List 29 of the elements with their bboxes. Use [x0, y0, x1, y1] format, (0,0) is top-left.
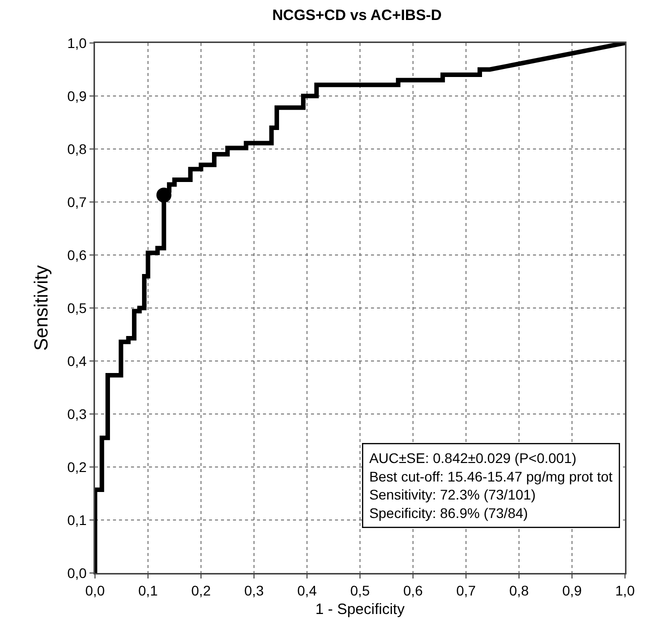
annotation: Sensitivity: 72.3% (73/101)	[369, 486, 536, 503]
annotation: Best cut-off: 15.46-15.47 pg/mg prot tot	[369, 468, 613, 484]
y-tick-label: 0,1	[67, 512, 87, 528]
y-tick-label: 0,6	[67, 246, 87, 263]
chart-title: NCGS+CD vs AC+IBS-D	[272, 6, 442, 24]
x-tick-label: 0,6	[403, 582, 423, 598]
y-tick-label: 0,4	[67, 352, 87, 369]
y-tick-label: 0,9	[67, 88, 87, 104]
x-tick-label: 1,0	[615, 582, 635, 598]
y-axis-title: Sensitivity	[31, 264, 52, 351]
x-tick-label: 0,8	[509, 582, 529, 598]
annotation: Specificity: 86.9% (73/84)	[369, 504, 528, 521]
x-tick-label: 0,5	[350, 582, 370, 598]
x-tick-label: 0,2	[191, 582, 211, 598]
y-tick-label: 0,7	[67, 194, 87, 210]
x-tick-label: 0,4	[297, 582, 317, 598]
x-tick-label: 0,3	[244, 582, 264, 598]
y-tick-label: 0,8	[67, 140, 87, 157]
y-tick-label: 0,2	[67, 458, 87, 475]
y-tick-label: 1,0	[67, 34, 87, 51]
x-tick-label: 0,7	[456, 582, 476, 598]
y-tick-label: 0,5	[67, 300, 87, 316]
y-tick-label: 0,0	[67, 564, 87, 581]
annotation: AUC±SE: 0.842±0.029 (P<0.001)	[369, 450, 576, 466]
y-tick-label: 0,3	[67, 406, 87, 422]
x-tick-label: 0,9	[562, 582, 582, 598]
x-tick-label: 0,1	[138, 582, 158, 598]
x-tick-label: 0,0	[85, 582, 105, 598]
x-axis-title: 1 - Specificity	[315, 601, 406, 618]
